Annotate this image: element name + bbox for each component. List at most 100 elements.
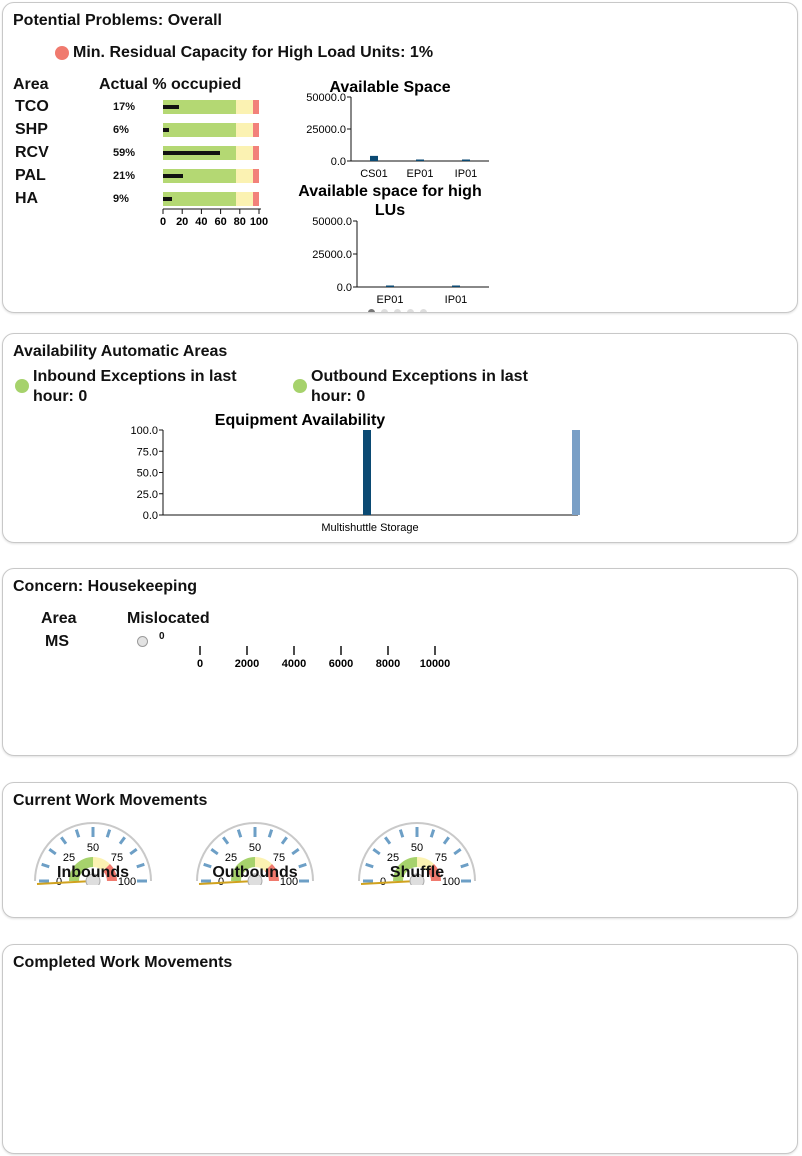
range-ok xyxy=(163,100,236,114)
gauge-tick xyxy=(298,862,307,869)
hk-mislocated-header: Mislocated xyxy=(127,610,210,627)
gauge-tick-label: 50 xyxy=(411,842,423,854)
available-space-high-chart: Available space for high LUs 0.0 25000.0 500… xyxy=(298,183,489,306)
gauge-tick xyxy=(118,836,126,845)
current-work-title: Current Work Movements xyxy=(13,792,208,809)
hk-area-ms: MS xyxy=(45,633,69,650)
bar xyxy=(363,430,371,515)
outbound-exceptions: Outbound Exceptions in last hour: 0 xyxy=(311,368,528,405)
occupancy-bullet-bar xyxy=(163,100,261,114)
mislocated-status-dot xyxy=(137,636,148,647)
area-label: PAL xyxy=(15,167,46,184)
y-tick-label: 50000.0 xyxy=(312,216,352,228)
axis-tick-label: 8000 xyxy=(376,658,400,670)
axis-tick-label: 6000 xyxy=(329,658,353,670)
bar xyxy=(462,159,470,161)
gauge-tick xyxy=(41,862,50,869)
available-space-chart: Available Space 0.0 25000.0 50000.0 CS01 EP01… xyxy=(306,79,489,180)
y-tick-label: 0.0 xyxy=(143,510,158,522)
gauge-tick xyxy=(60,836,68,845)
area-label: HA xyxy=(15,190,39,207)
chart-title: Available Space xyxy=(329,79,450,96)
carousel-dot[interactable] xyxy=(394,309,401,312)
gauge-band xyxy=(93,857,110,872)
area-label: SHP xyxy=(15,121,48,138)
range-warn xyxy=(236,192,253,206)
gauge-band xyxy=(255,857,272,872)
gauge-tick-label: 25 xyxy=(63,852,75,864)
range-ok xyxy=(163,169,236,183)
occupancy-percent: 9% xyxy=(113,193,129,205)
gauge-band xyxy=(102,864,117,881)
gauge-tick xyxy=(280,836,288,845)
axis-tick-label: 0 xyxy=(197,658,203,670)
axis-tick-label: 80 xyxy=(234,216,246,228)
occupancy-axis: 0 20 40 60 80 100 xyxy=(160,208,268,228)
bar xyxy=(386,285,394,287)
axis-tick-label: 40 xyxy=(195,216,207,228)
chart-title: Equipment Availability xyxy=(215,412,386,429)
area-label: RCV xyxy=(15,144,49,161)
alert-status-dot xyxy=(55,46,69,60)
gauge-tick xyxy=(384,836,392,845)
axis-tick-label: 20 xyxy=(176,216,188,228)
gauge-tick xyxy=(210,848,219,856)
occupancy-bullet-bar xyxy=(163,169,261,183)
gauge-label: Shuffle xyxy=(389,864,445,881)
axis-tick-label: 4000 xyxy=(282,658,306,670)
housekeeping-title: Concern: Housekeeping xyxy=(13,578,198,595)
bar xyxy=(416,159,424,161)
axis-tick-label: 0 xyxy=(160,216,166,228)
occupied-header: Actual % occupied xyxy=(99,76,242,93)
gauge-tick xyxy=(460,862,469,869)
occupancy-measure xyxy=(163,197,172,201)
area-header: Area xyxy=(13,76,49,93)
range-ok xyxy=(163,123,236,137)
gauge-band xyxy=(264,864,279,881)
carousel-dot[interactable] xyxy=(420,309,427,312)
range-warn xyxy=(236,123,253,137)
carousel-dot-active[interactable] xyxy=(368,309,375,312)
carousel-dot[interactable] xyxy=(407,309,414,312)
range-warn xyxy=(236,146,253,160)
gauge: 0 25 50 75 100 Shuffle xyxy=(355,817,479,890)
occupancy-percent: 21% xyxy=(113,170,136,182)
equipment-availability-chart: Equipment Availability 0.0 25.0 50.0 75.0 100… xyxy=(130,412,580,534)
overall-title: Potential Problems: Overall xyxy=(13,12,222,29)
gauge-tick xyxy=(372,848,381,856)
gauge-label: Outbounds xyxy=(212,864,298,881)
gauge-rim xyxy=(196,822,314,882)
bar xyxy=(452,285,460,287)
occupancy-measure xyxy=(163,174,184,178)
gauge-tick-label: 75 xyxy=(435,852,447,864)
gauge-tick xyxy=(398,829,405,838)
range-critical xyxy=(253,123,259,137)
carousel-dot[interactable] xyxy=(381,309,388,312)
mislocated-value: 0 xyxy=(159,631,165,642)
gauge-tick xyxy=(291,848,300,856)
y-tick-label: 75.0 xyxy=(137,446,158,458)
x-tick-label: CS01 xyxy=(360,168,388,180)
gauge-tick xyxy=(74,829,81,838)
gauge-band xyxy=(69,857,93,881)
x-tick-label: EP01 xyxy=(377,294,404,306)
completed-work-panel: Completed Work Movements xyxy=(2,944,798,1154)
gauge: 0 25 50 75 100 Inbounds xyxy=(31,817,155,890)
gauge-tick xyxy=(136,862,145,869)
area-label: TCO xyxy=(15,98,49,115)
occupancy-percent: 17% xyxy=(113,101,136,113)
x-tick-label: IP01 xyxy=(445,294,468,306)
chart-title-line: Available space for high xyxy=(298,183,481,200)
range-critical xyxy=(253,100,259,114)
gauge-tick-label: 50 xyxy=(87,842,99,854)
occupancy-bullet-bar xyxy=(163,192,261,206)
y-tick-label: 0.0 xyxy=(331,156,346,168)
bar xyxy=(370,155,378,161)
chart-title: Available space for high LUs xyxy=(298,183,481,219)
gauge-rim xyxy=(34,822,152,882)
chart-title-line: LUs xyxy=(375,202,405,219)
gauge-tick xyxy=(429,829,436,838)
gauge-band xyxy=(426,864,441,881)
